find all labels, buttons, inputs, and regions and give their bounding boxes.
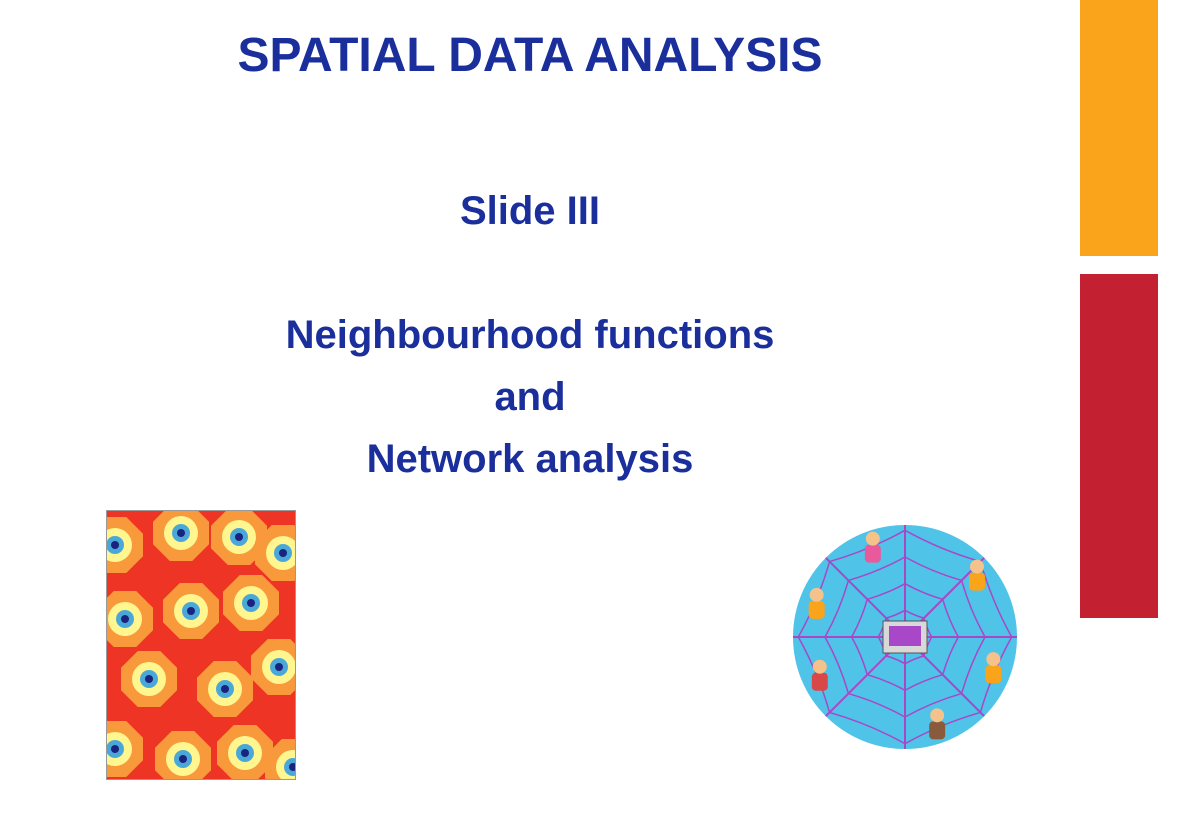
- octagon-icon: [121, 651, 177, 707]
- accent-bar-top: [1080, 0, 1158, 256]
- subtitle-line-2: and: [0, 366, 1060, 428]
- octagon-icon: [251, 639, 296, 695]
- octagon-icon: [217, 725, 273, 780]
- accent-bar-bottom: [1080, 274, 1158, 618]
- pattern-graphic: [106, 510, 296, 780]
- octagon-icon: [106, 721, 143, 777]
- octagon-icon: [155, 731, 211, 780]
- person-icon: [985, 652, 1001, 683]
- subtitle-line-1: Neighbourhood functions: [0, 304, 1060, 366]
- octagon-icon: [106, 517, 143, 573]
- person-icon: [929, 708, 945, 739]
- octagon-icon: [223, 575, 279, 631]
- octagon-icon: [153, 510, 209, 561]
- subtitle-line-3: Network analysis: [0, 428, 1060, 490]
- person-icon: [809, 588, 825, 619]
- person-icon: [969, 560, 985, 591]
- octagon-icon: [197, 661, 253, 717]
- person-icon: [812, 660, 828, 691]
- octagon-icon: [163, 583, 219, 639]
- network-graphic: [790, 522, 1020, 752]
- page-title: SPATIAL DATA ANALYSIS: [0, 28, 1060, 83]
- person-icon: [865, 532, 881, 563]
- octagon-icon: [106, 591, 153, 647]
- subtitle-block: Slide III Neighbourhood functions and Ne…: [0, 180, 1060, 490]
- subtitle-slide: Slide III: [0, 180, 1060, 242]
